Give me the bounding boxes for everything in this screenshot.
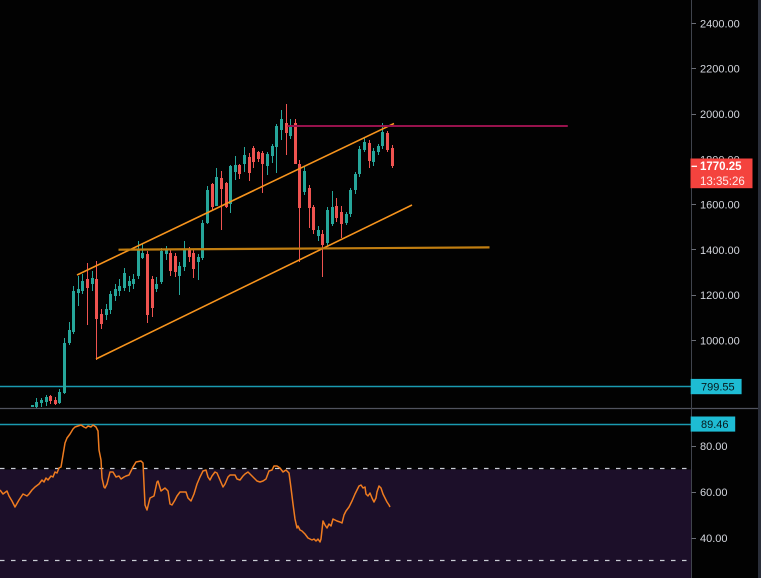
svg-text:80.00: 80.00 — [700, 441, 728, 453]
svg-text:60.00: 60.00 — [700, 487, 728, 499]
svg-text:1200.00: 1200.00 — [700, 290, 740, 302]
svg-text:1400.00: 1400.00 — [700, 245, 740, 257]
svg-text:1000.00: 1000.00 — [700, 335, 740, 347]
svg-text:1600.00: 1600.00 — [700, 200, 740, 212]
svg-text:2000.00: 2000.00 — [700, 109, 740, 121]
svg-text:89.46: 89.46 — [701, 419, 729, 431]
svg-text:2400.00: 2400.00 — [700, 18, 740, 30]
svg-text:799.55: 799.55 — [701, 381, 735, 393]
svg-text:1770.25: 1770.25 — [700, 161, 742, 173]
svg-text:40.00: 40.00 — [700, 533, 728, 545]
svg-text:2200.00: 2200.00 — [700, 64, 740, 76]
svg-text:13:35:26: 13:35:26 — [700, 176, 745, 188]
